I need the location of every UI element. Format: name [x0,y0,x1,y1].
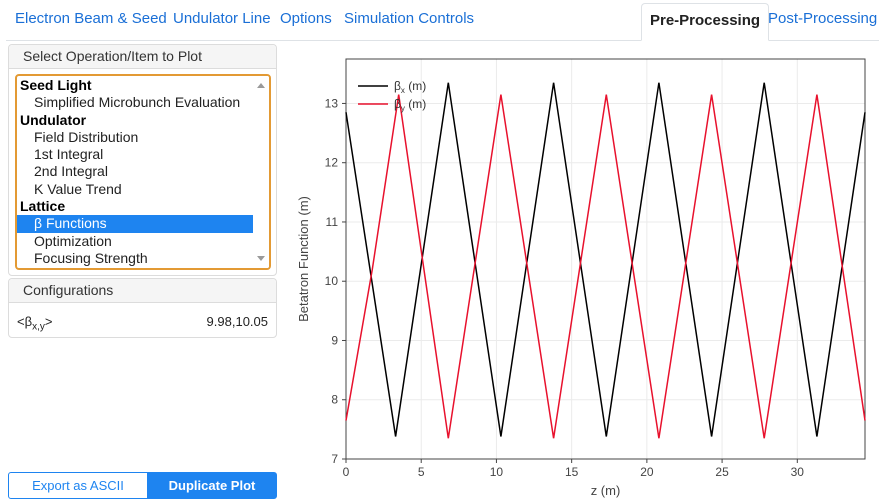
export-ascii-button[interactable]: Export as ASCII [8,472,148,499]
configurations-panel: Configurations <βx,y> 9.98,10.05 [8,278,277,338]
config-value: 9.98,10.05 [206,314,268,329]
x-axis-title: z (m) [591,483,621,498]
item-1st-integral[interactable]: 1st Integral [34,146,104,163]
tab-bar: Electron Beam & Seed Undulator Line Opti… [0,0,885,41]
item-2nd-integral[interactable]: 2nd Integral [34,163,108,180]
legend-label-y: βy (m) [394,97,426,113]
group-lattice: Lattice [20,198,66,215]
operation-listbox[interactable]: Seed Light Simplified Microbunch Evaluat… [15,74,271,270]
y-axis-title: Betatron Function (m) [296,196,311,322]
configurations-title: Configurations [9,279,276,303]
series-line-y [345,94,866,439]
item-simplified-microbunch-evaluation[interactable]: Simplified Microbunch Evaluation [34,94,241,111]
x-tick-label: 5 [418,465,425,479]
config-label: <βx,y> [17,314,53,333]
y-tick-label: 13 [325,96,339,110]
legend-label-x: βx (m) [394,79,426,95]
duplicate-plot-button[interactable]: Duplicate Plot [147,472,277,499]
x-tick-label: 20 [640,465,654,479]
x-tick-label: 0 [343,465,350,479]
operation-list: Seed Light Simplified Microbunch Evaluat… [17,77,253,267]
tab-electron-beam-seed[interactable]: Electron Beam & Seed [15,10,167,27]
item-beta-functions[interactable]: β Functions [17,215,253,233]
item-focusing-strength[interactable]: Focusing Strength [34,249,148,266]
scroll-up-icon[interactable] [257,83,265,88]
x-tick-label: 30 [791,465,805,479]
operation-panel-title: Select Operation/Item to Plot [9,45,276,69]
group-undulator: Undulator [20,111,87,128]
plot-frame [345,58,866,460]
scroll-down-icon[interactable] [257,256,265,261]
tab-undulator-line[interactable]: Undulator Line [173,10,271,27]
y-tick-label: 12 [325,156,339,170]
item-field-distribution[interactable]: Field Distribution [34,128,139,145]
item-optimization[interactable]: Optimization [34,232,112,249]
y-tick-label: 11 [326,215,339,229]
tab-post-processing[interactable]: Post-Processing [768,10,878,27]
group-seed-light: Seed Light [20,77,92,93]
y-tick-label: 7 [331,452,338,466]
beta-function-plot: 0 5 10 15 20 25 30 7 8 9 10 11 12 13 z (m) Betatron Fun… [296,58,866,498]
item-k-value-trend[interactable]: K Value Trend [34,180,122,197]
tab-options[interactable]: Options [280,10,332,27]
x-tick-label: 25 [715,465,729,479]
operation-panel: Select Operation/Item to Plot Seed Light… [8,44,277,276]
series-line-x [345,82,866,437]
x-tick-label: 15 [565,465,579,479]
tab-simulation-controls[interactable]: Simulation Controls [344,10,475,27]
y-tick-label: 9 [331,333,338,347]
tab-divider [6,40,879,41]
y-tick-label: 10 [325,274,339,288]
tab-pre-processing[interactable]: Pre-Processing [641,3,770,41]
listbox-scrollbar[interactable] [253,76,269,268]
x-tick-label: 10 [490,465,504,479]
y-tick-label: 8 [331,393,338,407]
